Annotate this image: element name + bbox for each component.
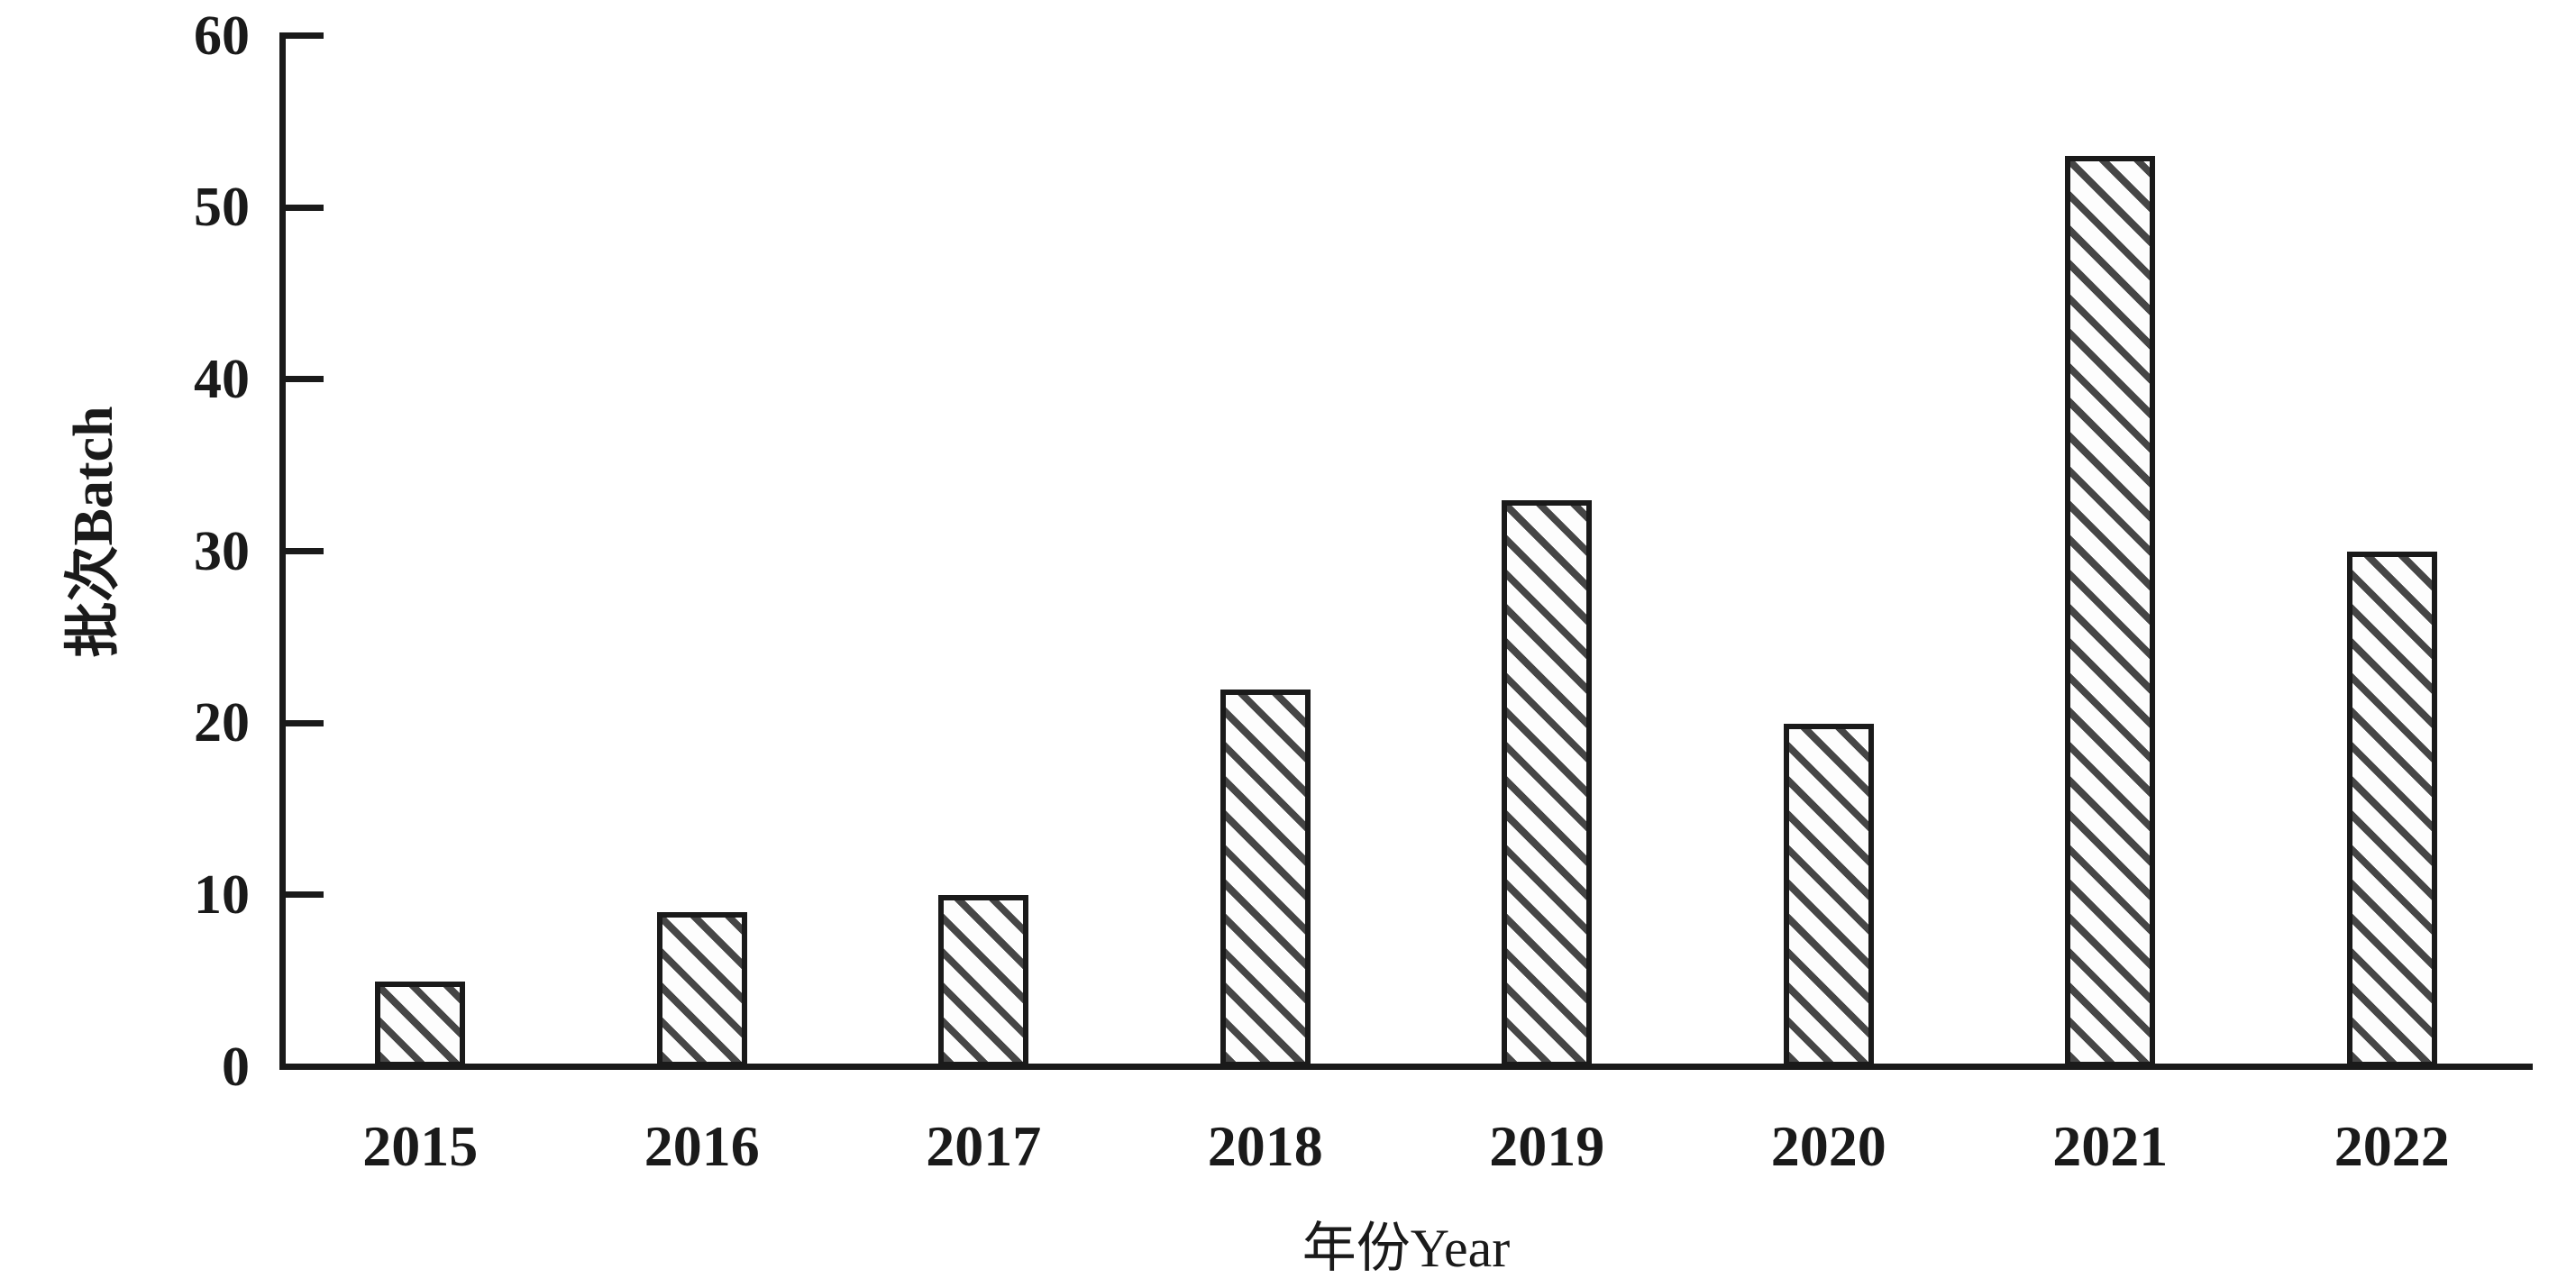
y-tick-mark-10 <box>286 891 324 899</box>
x-axis-title: 年份Year <box>1302 1219 1511 1278</box>
y-tick-mark-20 <box>286 719 324 726</box>
x-tick-label-2017: 2017 <box>926 1114 1042 1178</box>
y-tick-label-0: 0 <box>222 1036 250 1098</box>
bar-2019 <box>1502 499 1593 1067</box>
y-tick-mark-50 <box>286 204 324 211</box>
x-tick-label-2022: 2022 <box>2334 1114 2450 1178</box>
bar-2021 <box>2065 156 2156 1067</box>
y-tick-label-50: 50 <box>194 177 250 239</box>
bar-2016 <box>656 912 747 1067</box>
x-tick-label-2015: 2015 <box>362 1114 479 1178</box>
y-tick-label-20: 20 <box>194 692 250 754</box>
y-tick-mark-30 <box>286 548 324 554</box>
y-tick-label-30: 30 <box>194 520 250 582</box>
y-tick-mark-40 <box>286 376 324 383</box>
y-tick-mark-60 <box>286 32 324 39</box>
x-tick-label-2019: 2019 <box>1489 1114 1605 1178</box>
x-tick-label-2020: 2020 <box>1770 1114 1886 1178</box>
y-axis-line <box>279 32 286 1070</box>
x-tick-label-2018: 2018 <box>1207 1114 1323 1178</box>
bar-2015 <box>375 981 466 1067</box>
bar-2017 <box>938 895 1029 1067</box>
x-axis-line <box>279 1064 2533 1070</box>
x-tick-label-2021: 2021 <box>2052 1114 2169 1178</box>
bar-2018 <box>1219 689 1311 1067</box>
y-tick-label-60: 60 <box>194 5 250 67</box>
y-tick-label-40: 40 <box>194 348 250 410</box>
x-tick-label-2016: 2016 <box>644 1114 760 1178</box>
bar-2022 <box>2346 552 2437 1067</box>
bar-2020 <box>1783 723 1874 1067</box>
y-tick-label-10: 10 <box>194 863 250 926</box>
